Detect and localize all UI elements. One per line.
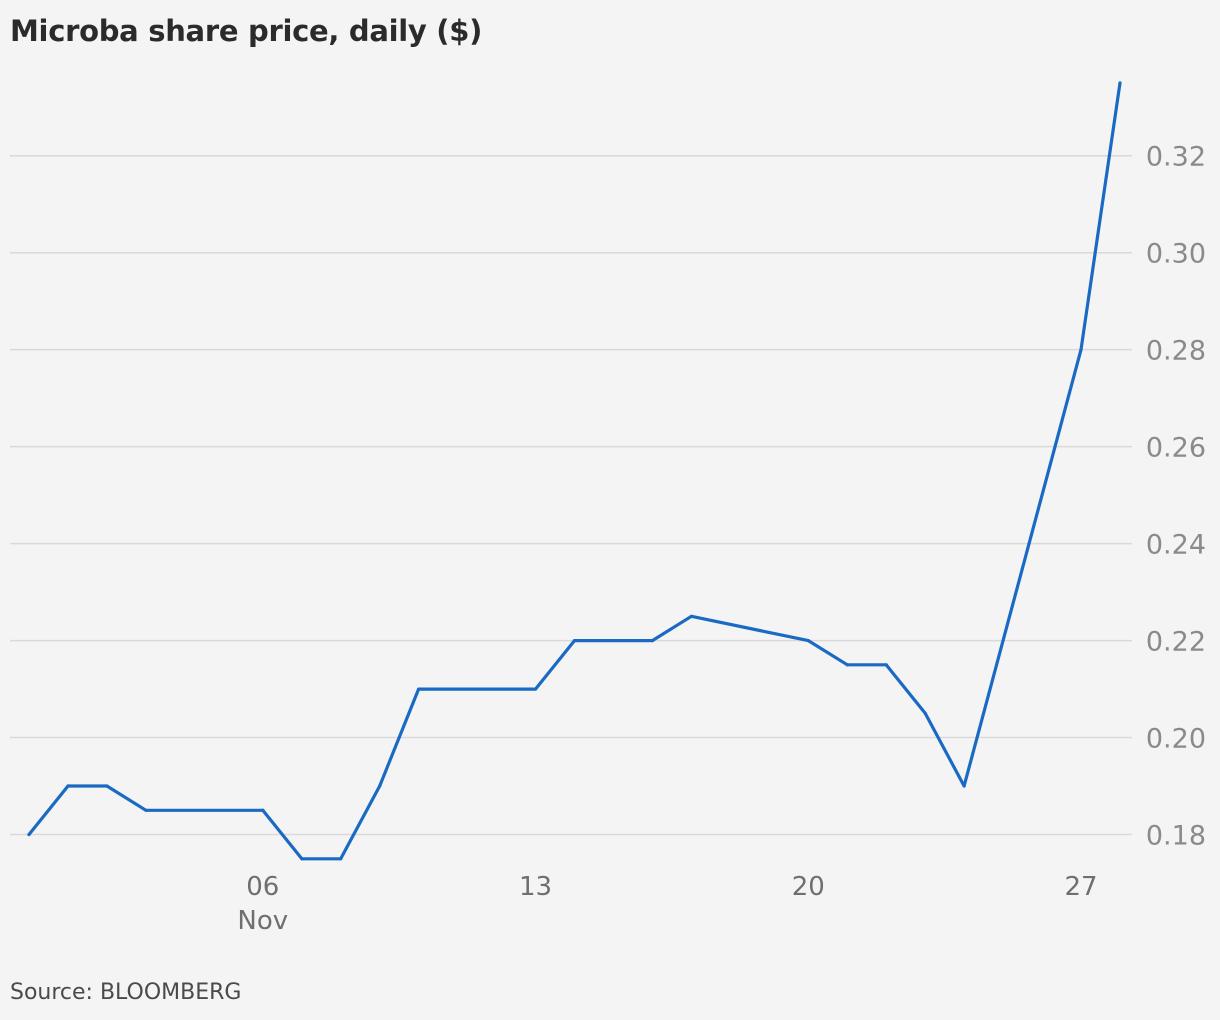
data-point <box>300 857 304 861</box>
y-tick-label: 0.18 <box>1146 821 1206 852</box>
y-axis-ticks: 0.18 0.20 0.22 0.24 0.26 0.28 0.30 0.32 <box>1146 142 1206 852</box>
x-axis-ticks: 06 Nov 13 20 27 <box>237 872 1097 936</box>
data-point <box>611 638 616 643</box>
data-point <box>533 687 538 691</box>
y-tick-label: 0.28 <box>1146 336 1206 367</box>
data-point <box>1079 348 1083 352</box>
data-point <box>650 638 655 643</box>
data-point <box>845 663 849 667</box>
data-point <box>339 857 343 861</box>
data-point <box>689 614 693 618</box>
series-line <box>27 81 1122 861</box>
gridlines <box>10 154 1132 836</box>
y-tick-label: 0.30 <box>1146 239 1206 270</box>
data-point <box>962 784 966 788</box>
data-point <box>417 687 421 691</box>
series-layer <box>27 81 1122 861</box>
data-point <box>378 784 382 788</box>
source-note: Source: BLOOMBERG <box>10 980 242 1005</box>
x-tick-label: 13 <box>519 872 552 902</box>
data-point <box>66 784 70 788</box>
x-tick-sublabel: Nov <box>237 906 288 936</box>
y-tick-label: 0.24 <box>1146 530 1206 561</box>
y-tick-label: 0.26 <box>1146 433 1206 464</box>
chart-title: Microba share price, daily ($) <box>10 14 483 48</box>
x-tick-label: 27 <box>1064 872 1097 902</box>
y-tick-label: 0.20 <box>1146 724 1206 755</box>
data-point <box>806 638 810 643</box>
data-point <box>105 784 109 788</box>
x-tick-label: 20 <box>792 872 825 902</box>
y-tick-label: 0.22 <box>1146 627 1206 658</box>
data-point <box>1118 81 1122 85</box>
data-point <box>261 808 265 812</box>
data-point <box>884 663 888 667</box>
data-point <box>144 808 148 812</box>
x-tick-label: 06 <box>246 872 279 902</box>
data-point <box>572 638 577 643</box>
data-point <box>27 832 31 837</box>
data-point <box>923 711 927 715</box>
y-tick-label: 0.32 <box>1146 142 1206 173</box>
